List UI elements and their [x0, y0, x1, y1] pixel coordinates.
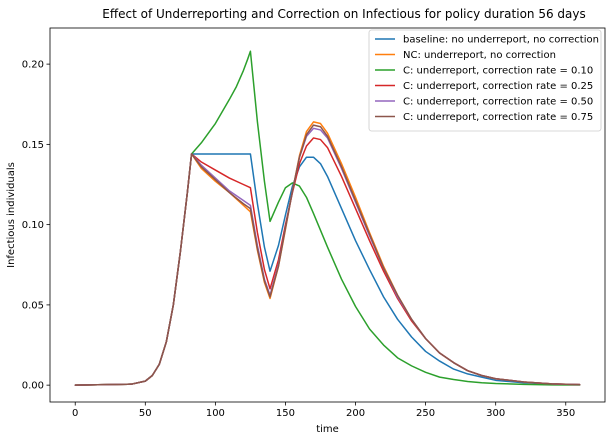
- legend-entry-label: NC: underreport, no correction: [403, 50, 556, 61]
- legend-entry-label: C: underreport, correction rate = 0.10: [403, 66, 593, 77]
- series-line-5: [74, 124, 581, 386]
- y-tick-label: 0.15: [22, 140, 44, 151]
- legend-box: [368, 29, 602, 132]
- y-tick-label: 0.05: [22, 300, 44, 311]
- legend-entry-label: C: underreport, correction rate = 0.50: [403, 97, 593, 108]
- x-tick-label: 350: [556, 408, 575, 419]
- legend: baseline: no underreport, no correction N…: [368, 29, 602, 132]
- plot-area-frame: [49, 27, 606, 403]
- y-tick-label: 0.00: [22, 381, 44, 392]
- x-axis-label: time: [316, 424, 339, 435]
- legend-entry-label: baseline: no underreport, no correction: [403, 35, 599, 46]
- y-axis-ticks: 0.00 0.05 0.10 0.15 0.20: [22, 60, 50, 392]
- x-tick-label: 0: [72, 408, 78, 419]
- x-axis-ticks: 0 50 100 150 200 250 300 350: [72, 402, 575, 419]
- x-tick-label: 150: [276, 408, 295, 419]
- chart-title: Effect of Underreporting and Correction …: [102, 7, 586, 21]
- x-tick-label: 50: [139, 408, 152, 419]
- y-tick-label: 0.20: [22, 60, 44, 71]
- x-tick-label: 100: [206, 408, 225, 419]
- legend-entry-label: C: underreport, correction rate = 0.75: [403, 112, 593, 123]
- y-axis-label: Infectious individuals: [6, 162, 17, 268]
- x-tick-label: 250: [416, 408, 435, 419]
- series-lines: [74, 50, 581, 386]
- x-tick-label: 300: [486, 408, 505, 419]
- legend-entry-label: C: underreport, correction rate = 0.25: [403, 81, 593, 92]
- x-tick-label: 200: [346, 408, 365, 419]
- y-tick-label: 0.10: [22, 220, 44, 231]
